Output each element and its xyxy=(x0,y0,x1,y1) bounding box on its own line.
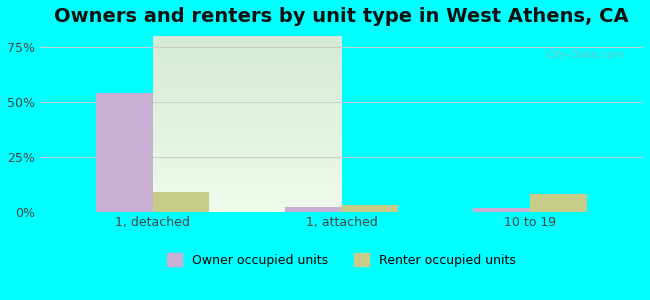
Bar xyxy=(96,93,153,212)
Bar xyxy=(153,192,209,212)
Bar xyxy=(285,207,341,211)
Title: Owners and renters by unit type in West Athens, CA: Owners and renters by unit type in West … xyxy=(54,7,629,26)
Text: City-Data.com: City-Data.com xyxy=(545,50,625,60)
Bar xyxy=(341,205,398,211)
Bar xyxy=(473,208,530,212)
Bar xyxy=(530,194,586,211)
Legend: Owner occupied units, Renter occupied units: Owner occupied units, Renter occupied un… xyxy=(162,248,521,272)
